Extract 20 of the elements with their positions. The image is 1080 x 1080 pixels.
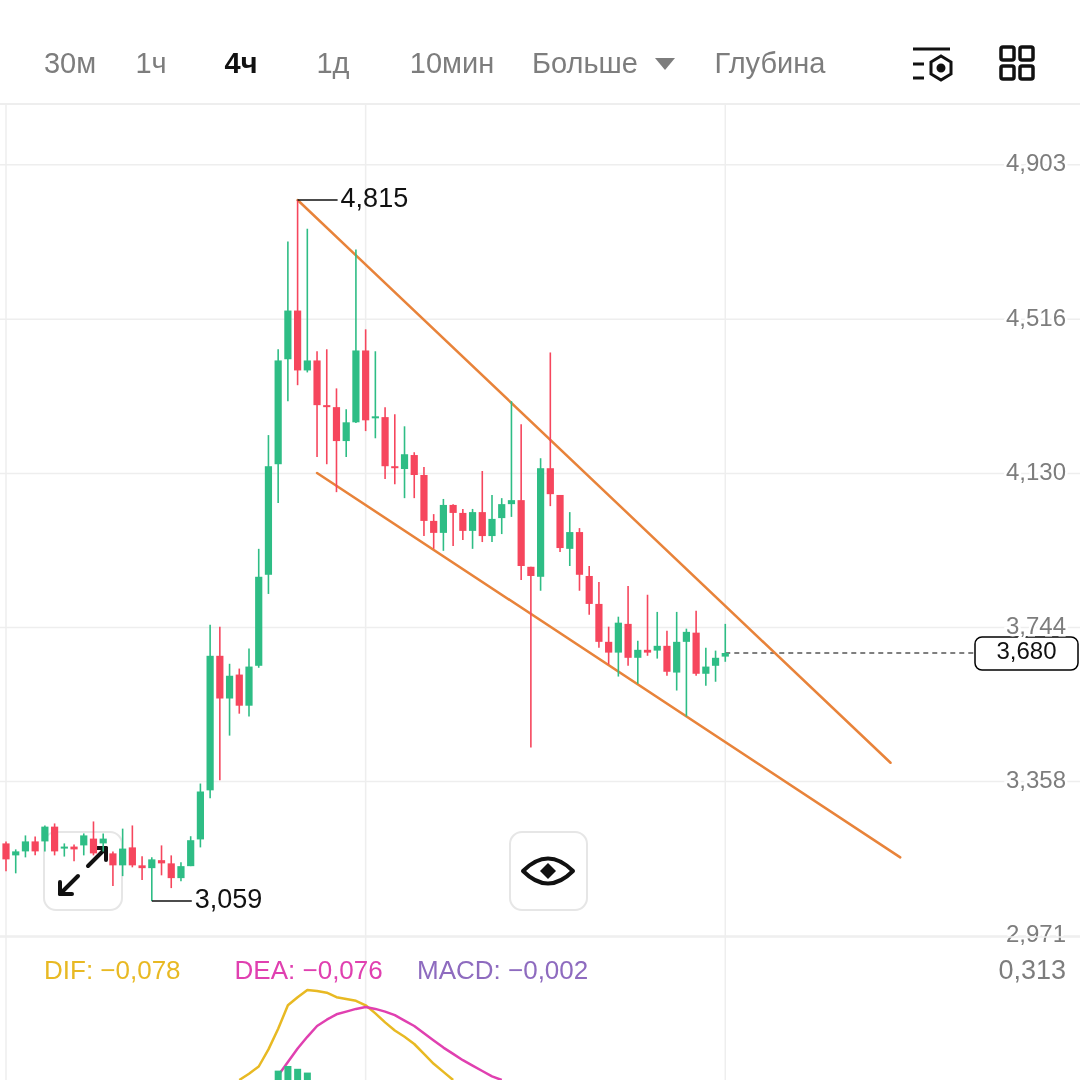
ref-line-label: 3,680	[996, 637, 1057, 665]
text: Больше	[532, 46, 638, 79]
text: MACD: −0,002	[417, 954, 589, 985]
y-tick-label: 2,971	[1005, 920, 1066, 948]
y-tick-label: 3,744	[1005, 611, 1066, 639]
y-tick-label: 4,903	[1005, 149, 1066, 177]
series-label: DEA: −0,076	[234, 954, 383, 985]
text: 10мин	[409, 46, 495, 79]
text: DIF: −0,078	[44, 954, 181, 985]
text: 0,313	[998, 955, 1066, 986]
text: 30м	[43, 46, 97, 79]
y-tick-label: 4,130	[1005, 457, 1066, 485]
y-tick-label: 4,516	[1005, 303, 1066, 331]
annotation: 4,815	[340, 183, 409, 214]
text: Глубина	[714, 46, 827, 79]
text: 1ч	[135, 46, 167, 79]
text: 4ч	[224, 46, 258, 79]
text: 1д	[316, 46, 350, 79]
y-tick-label: 3,358	[1005, 765, 1066, 793]
annotation: 3,059	[194, 884, 263, 914]
